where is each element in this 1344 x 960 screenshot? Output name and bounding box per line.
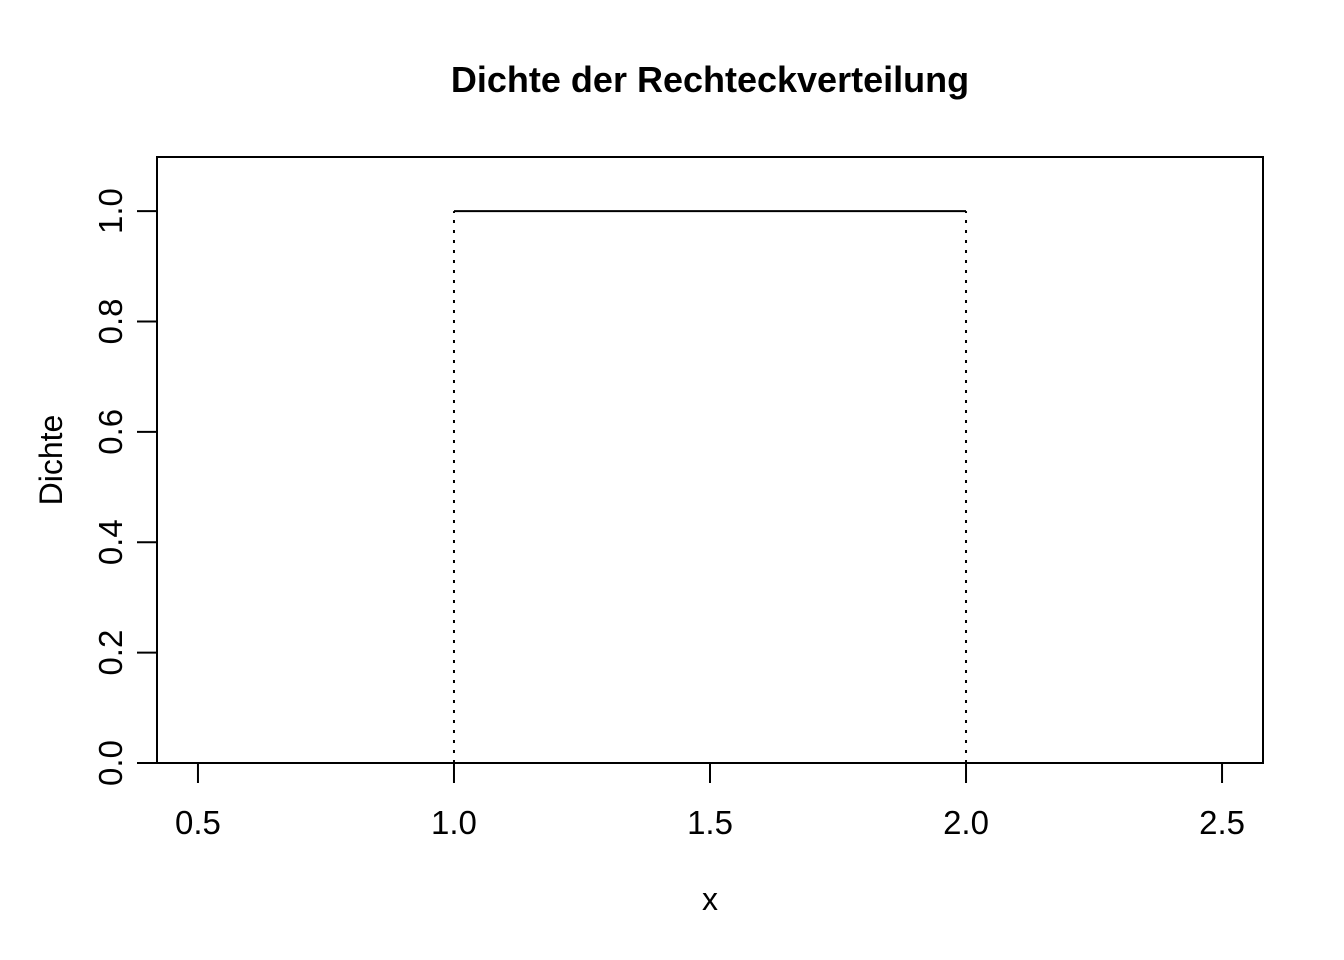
y-tick-label: 0.2: [92, 630, 129, 676]
x-tick-label: 0.5: [175, 804, 221, 841]
x-tick-label: 2.5: [1199, 804, 1245, 841]
x-axis-label: x: [702, 881, 718, 917]
x-tick-label: 1.5: [687, 804, 733, 841]
y-tick-label: 1.0: [92, 188, 129, 234]
y-axis: 0.0 0.2 0.4 0.6 0.8 1.0: [92, 188, 157, 786]
x-axis: 0.5 1.0 1.5 2.0 2.5: [175, 763, 1245, 841]
plot-box: [156, 156, 1264, 764]
x-tick-label: 2.0: [943, 804, 989, 841]
y-tick-label: 0.4: [92, 519, 129, 565]
y-axis-label: Dichte: [33, 415, 69, 506]
y-tick-label: 0.0: [92, 740, 129, 786]
y-tick-label: 0.6: [92, 409, 129, 455]
density-lines: [452, 210, 968, 763]
y-tick-label: 0.8: [92, 299, 129, 345]
x-tick-label: 1.0: [431, 804, 477, 841]
chart-title: Dichte der Rechteckverteilung: [451, 59, 969, 100]
